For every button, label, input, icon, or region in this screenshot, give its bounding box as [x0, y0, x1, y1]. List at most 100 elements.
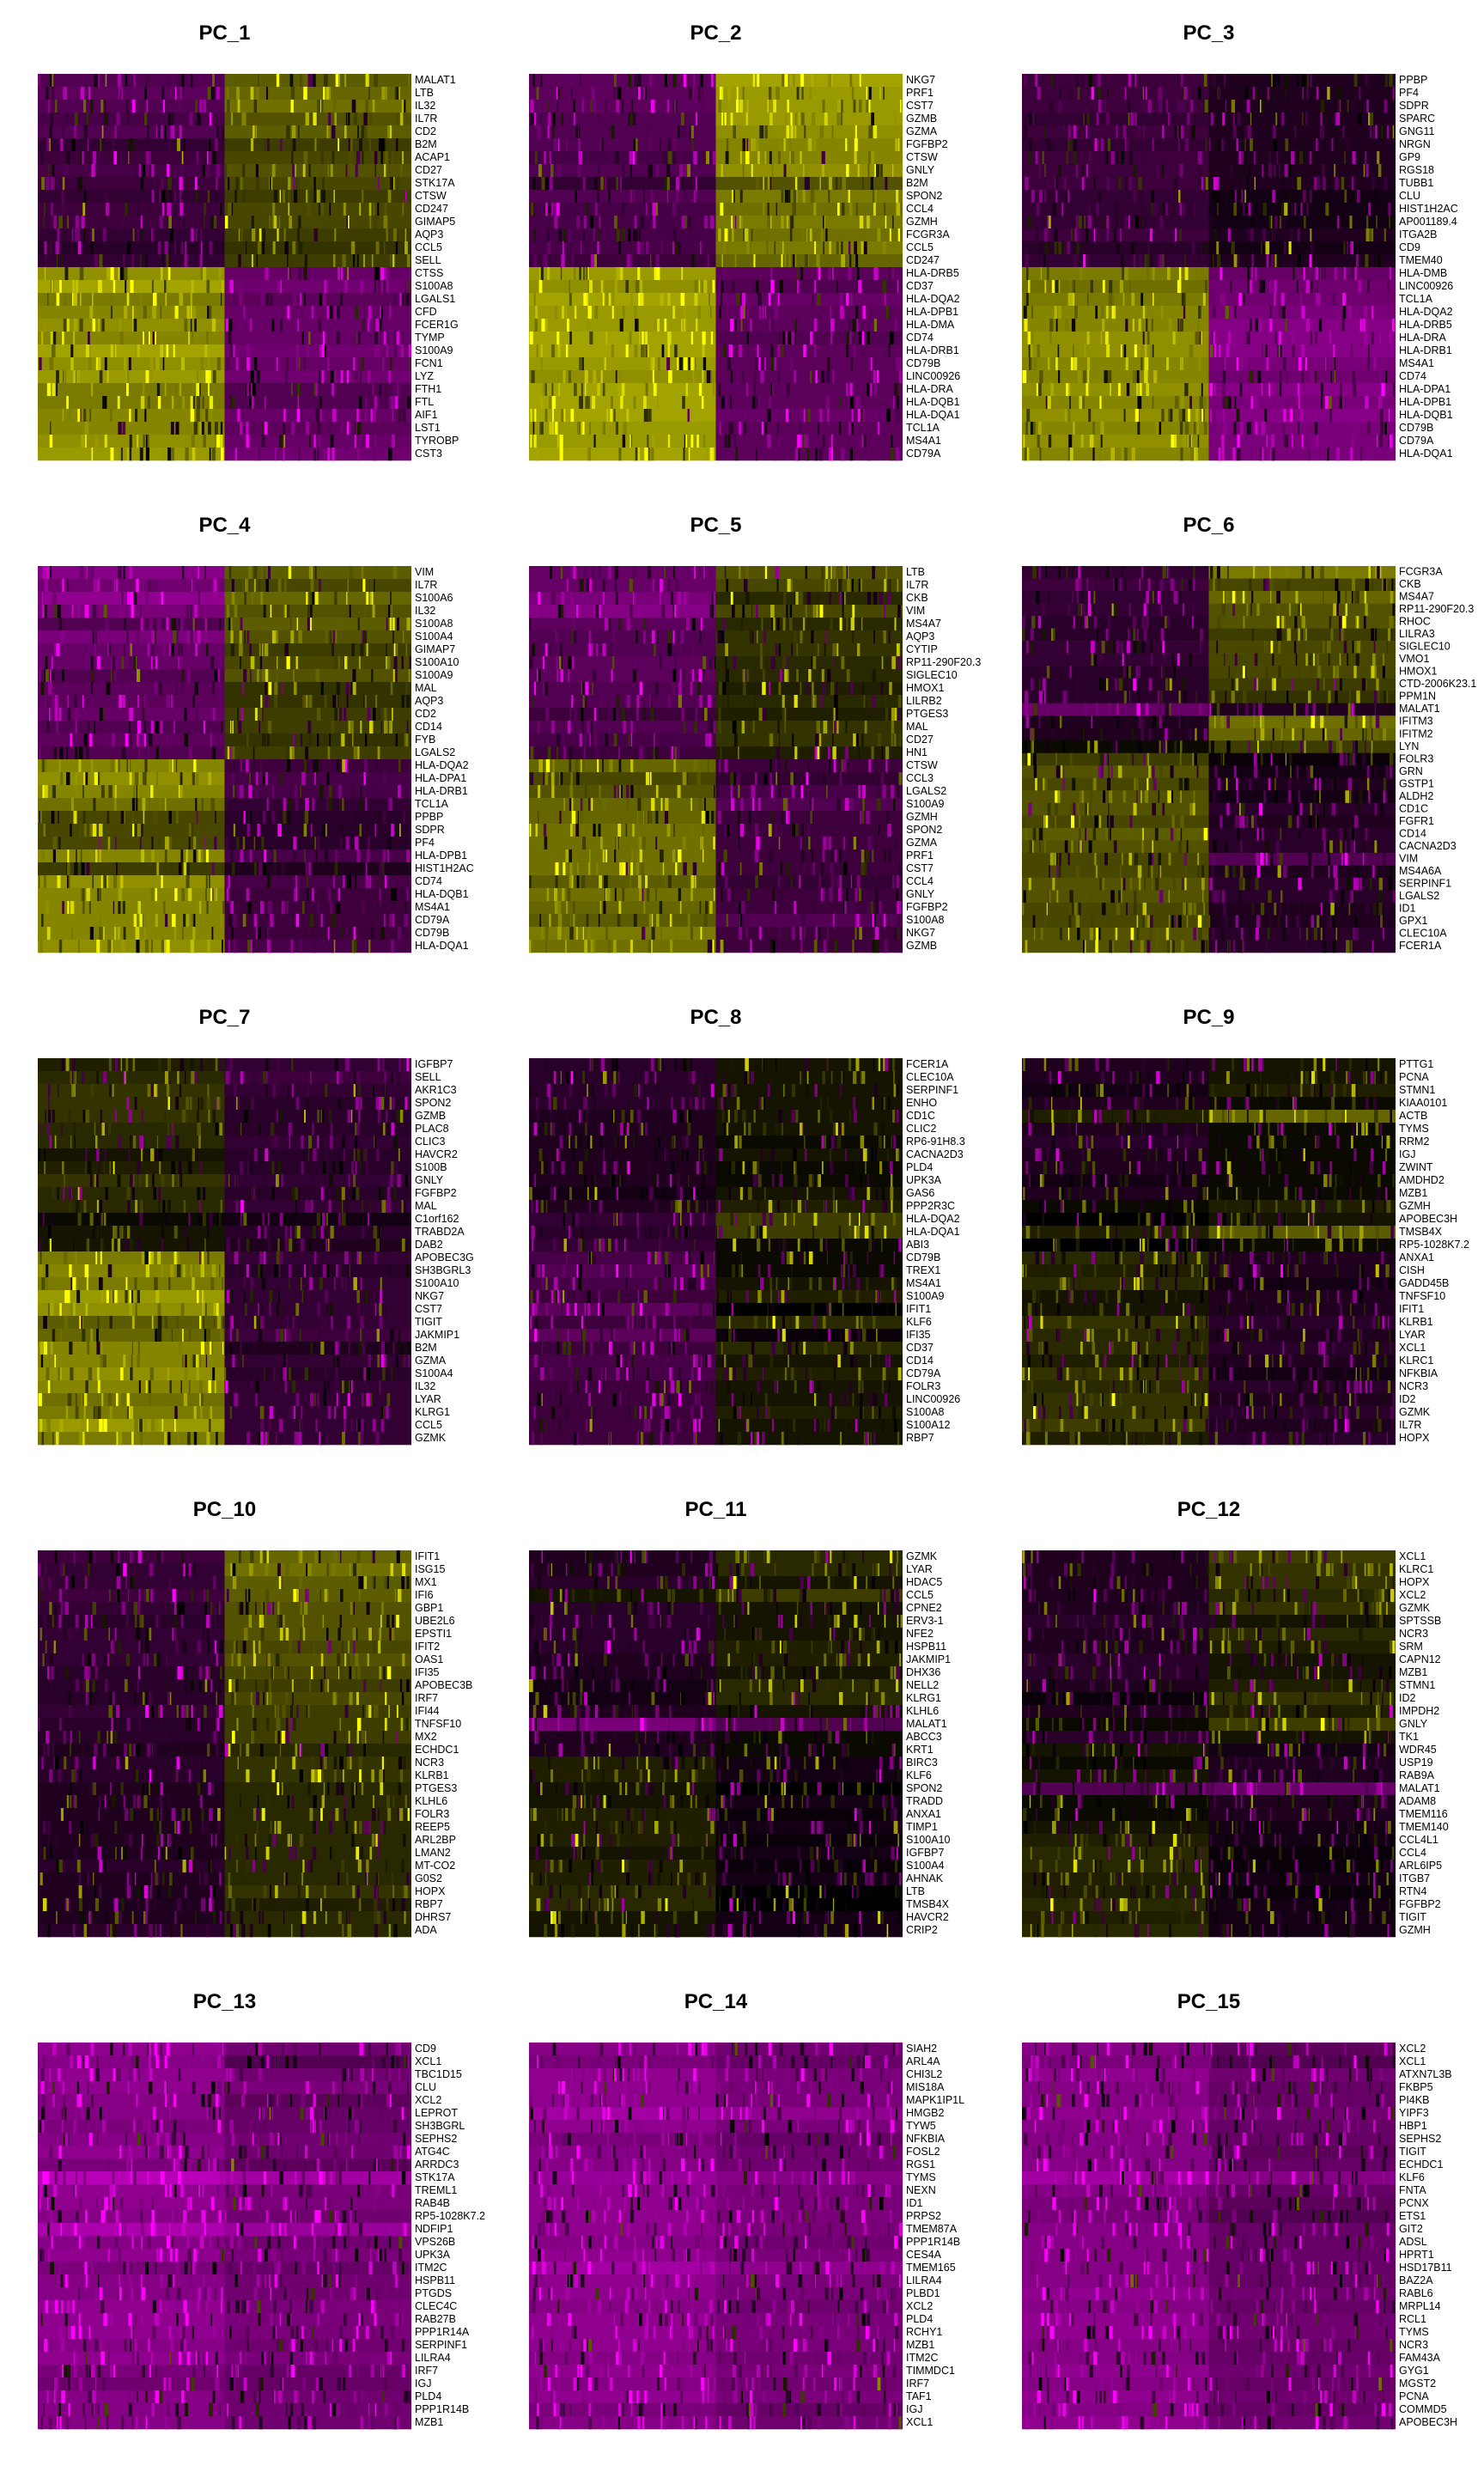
texture	[573, 630, 577, 644]
texture	[1122, 125, 1127, 139]
texture	[204, 203, 207, 216]
texture	[325, 87, 330, 100]
texture	[272, 203, 276, 216]
texture	[131, 605, 135, 618]
gene-label: CD2	[415, 708, 436, 720]
heatmap-panel: PC_5LTBIL7RCKBVIMMS4A7AQP3CYTIPRP11-290F…	[529, 514, 981, 953]
texture	[396, 332, 400, 345]
texture	[233, 940, 236, 953]
heatmap-cell	[224, 682, 411, 696]
texture	[295, 164, 296, 178]
texture	[1197, 177, 1200, 191]
texture	[148, 579, 152, 593]
texture	[266, 927, 269, 941]
texture	[816, 254, 820, 268]
heatmap-cell	[1022, 87, 1209, 100]
texture	[789, 228, 793, 242]
texture	[339, 708, 343, 721]
texture	[249, 396, 252, 410]
texture	[1282, 422, 1286, 435]
texture	[359, 203, 362, 216]
texture	[646, 203, 648, 216]
texture	[135, 164, 137, 178]
texture	[86, 566, 89, 580]
texture	[1173, 435, 1177, 448]
texture	[382, 862, 385, 876]
texture	[1309, 151, 1312, 165]
texture	[756, 448, 757, 461]
gene-label: MAL	[906, 721, 928, 733]
texture	[188, 837, 192, 850]
texture	[611, 656, 615, 670]
texture	[828, 448, 831, 461]
texture	[222, 125, 225, 139]
texture	[1272, 448, 1275, 461]
texture	[683, 669, 684, 683]
heatmap-cell	[529, 746, 716, 760]
texture	[201, 798, 204, 812]
texture	[317, 448, 319, 461]
texture	[398, 87, 400, 100]
texture	[365, 100, 369, 113]
texture	[107, 837, 111, 850]
heatmap-cell	[224, 74, 411, 88]
texture	[246, 824, 250, 837]
texture	[89, 306, 94, 320]
texture	[1147, 241, 1150, 255]
texture	[323, 344, 326, 358]
texture	[230, 849, 234, 863]
texture	[586, 319, 590, 332]
texture	[807, 824, 809, 837]
texture	[398, 759, 401, 773]
texture	[691, 824, 694, 837]
texture	[51, 656, 53, 670]
texture	[76, 849, 77, 863]
texture	[1088, 203, 1091, 216]
texture	[626, 837, 629, 850]
texture	[549, 177, 553, 191]
texture	[49, 125, 52, 139]
texture	[1048, 435, 1052, 448]
texture	[44, 579, 48, 593]
texture	[98, 837, 100, 850]
texture	[279, 190, 281, 204]
texture	[1373, 254, 1376, 268]
texture	[551, 396, 556, 410]
texture	[180, 849, 184, 863]
texture	[118, 901, 121, 915]
texture	[1325, 203, 1329, 216]
texture	[866, 87, 867, 100]
texture	[165, 113, 167, 126]
texture	[161, 940, 165, 953]
texture	[1222, 370, 1226, 384]
texture	[382, 849, 386, 863]
texture	[677, 357, 679, 371]
texture	[720, 746, 722, 760]
texture	[203, 100, 207, 113]
texture	[369, 216, 372, 229]
texture	[646, 409, 648, 423]
texture	[157, 396, 161, 410]
texture	[1366, 216, 1369, 229]
texture	[643, 721, 648, 734]
texture	[1128, 100, 1131, 113]
texture	[847, 396, 850, 410]
texture	[886, 746, 890, 760]
texture	[325, 824, 327, 837]
texture	[706, 370, 710, 384]
texture	[893, 734, 897, 747]
texture	[283, 409, 286, 423]
texture	[1266, 435, 1268, 448]
texture	[1036, 203, 1040, 216]
texture	[666, 357, 671, 371]
texture	[556, 164, 562, 178]
texture	[292, 138, 296, 152]
texture	[400, 113, 404, 126]
texture	[1296, 280, 1298, 294]
texture	[726, 100, 727, 113]
texture	[387, 125, 389, 139]
texture	[141, 849, 145, 863]
texture	[1384, 422, 1387, 435]
texture	[395, 734, 398, 747]
texture	[334, 228, 337, 242]
